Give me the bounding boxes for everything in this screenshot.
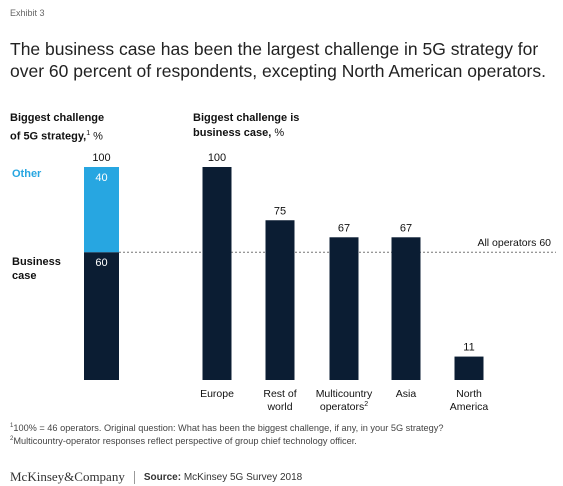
category-label-2-line-2: world bbox=[266, 401, 292, 413]
right-heading-text: business case, bbox=[193, 127, 272, 139]
footnote-2: 2Multicountry-operator responses reflect… bbox=[10, 436, 357, 446]
right-heading-unit: % bbox=[271, 127, 285, 139]
left-heading-line2: of 5G strategy,1 % bbox=[10, 126, 104, 145]
stacked-segment-2 bbox=[84, 167, 119, 253]
footnote-2-marker: 2 bbox=[10, 436, 14, 442]
bar-value-label-5: 11 bbox=[463, 342, 474, 354]
category-label-3-line-2: operators2 bbox=[320, 401, 368, 413]
segment-value-label-1: 60 bbox=[95, 257, 107, 269]
legend-label-2-line-1: Other bbox=[12, 168, 42, 180]
left-heading-unit: % bbox=[90, 130, 103, 143]
right-heading-line1: Biggest challenge is bbox=[193, 112, 300, 124]
left-heading-footnote-marker: 1 bbox=[86, 130, 91, 137]
reference-line-label: All operators 60 bbox=[477, 237, 551, 249]
stacked-segment-1 bbox=[84, 252, 119, 380]
bar-value-label-4: 67 bbox=[400, 222, 412, 234]
source-label: Source: bbox=[143, 471, 182, 483]
category-label-5-line-1: North bbox=[456, 388, 482, 400]
bar-value-label-1: 100 bbox=[208, 152, 226, 164]
exhibit-label: Exhibit 3 bbox=[10, 8, 45, 18]
footer: McKinsey&Company Source: McKinsey 5G Sur… bbox=[10, 469, 302, 485]
stacked-total-label: 100 bbox=[92, 152, 110, 164]
footnote-2-text: Multicountry-operator responses reflect … bbox=[13, 436, 357, 447]
bar-4 bbox=[391, 237, 421, 380]
left-heading-text: of 5G strategy, bbox=[10, 130, 87, 143]
category-footnote-marker-3: 2 bbox=[364, 401, 368, 408]
legend-label-1-line-2: case bbox=[12, 270, 36, 282]
right-panel-heading: Biggest challenge is business case, % bbox=[193, 111, 299, 141]
legend-label-1-line-1: Business bbox=[12, 256, 61, 268]
bar-value-label-2: 75 bbox=[274, 205, 286, 217]
footer-divider bbox=[133, 470, 135, 484]
category-label-3-line-1: Multicountry bbox=[316, 388, 373, 400]
footnote-1-text: 100% = 46 operators. Original question: … bbox=[13, 423, 444, 434]
source-text: McKinsey 5G Survey 2018 bbox=[183, 471, 303, 483]
chart-title: The business case has been the largest c… bbox=[10, 39, 546, 81]
footnote-1-marker: 1 bbox=[10, 423, 14, 429]
bar-2 bbox=[265, 220, 295, 380]
category-label-4-line-1: Asia bbox=[396, 388, 417, 400]
left-panel-heading: Biggest challenge of 5G strategy,1 % bbox=[10, 111, 104, 145]
bar-1 bbox=[202, 167, 232, 380]
left-heading-line1: Biggest challenge bbox=[10, 112, 105, 124]
category-label-1-line-1: Europe bbox=[200, 388, 234, 400]
footnote-1: 1100% = 46 operators. Original question:… bbox=[10, 423, 443, 433]
bar-value-label-3: 67 bbox=[338, 222, 350, 234]
segment-value-label-2: 40 bbox=[95, 172, 107, 184]
bar-3 bbox=[329, 237, 359, 380]
bar-5 bbox=[454, 356, 484, 380]
category-label-5-line-2: America bbox=[450, 401, 489, 413]
brand-logo: McKinsey&Company bbox=[10, 469, 125, 484]
category-label-2-line-1: Rest of bbox=[263, 388, 296, 400]
right-heading-line2: business case, % bbox=[193, 126, 299, 141]
